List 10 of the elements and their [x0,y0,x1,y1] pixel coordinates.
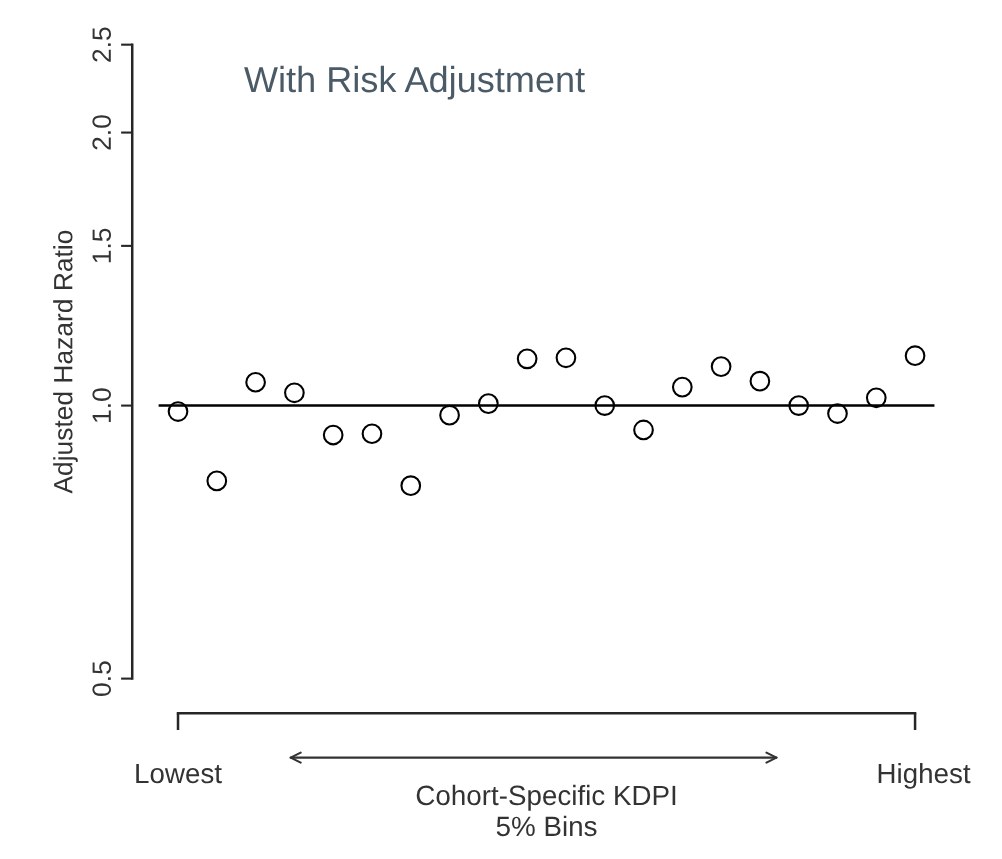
text: Lowest [136,763,222,784]
y-axis-title: Adjusted Hazard Ratio [53,230,78,494]
text: Highest [878,762,971,789]
y-tick-label: 1.0 [92,388,112,422]
text: With Risk Adjustment [244,65,585,100]
y-tick-label: 2.5 [92,27,112,62]
x-axis-title: Cohort-Specific KDPI 5% Bins [416,784,676,837]
y-tick-label: 2.0 [92,115,112,150]
y-tick-label: 0.5 [92,661,112,696]
y-tick-label: 1.5 [92,228,112,263]
